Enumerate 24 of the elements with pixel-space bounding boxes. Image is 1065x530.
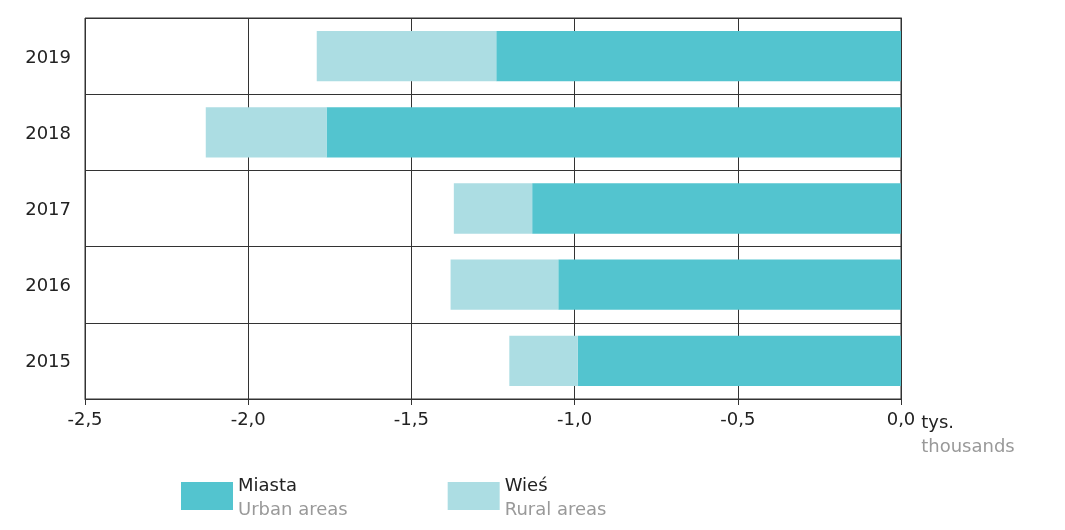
x-tick-label: -2,0: [230, 407, 266, 429]
legend-label: Wieś Rural areas: [504, 473, 607, 519]
y-tick-label: 2019: [25, 45, 71, 67]
bar: [577, 335, 901, 387]
bar: [205, 107, 327, 158]
y-tick-label: 2016: [25, 274, 71, 296]
x-axis-title: tys. thousands: [921, 410, 1015, 456]
x-tick-label: -0,5: [720, 407, 756, 429]
bar: [316, 30, 497, 82]
x-tick-label: -2,5: [67, 407, 103, 429]
bar: [450, 259, 559, 310]
x-tick-label: -1,0: [557, 407, 593, 429]
x-tick-label: 0,0: [886, 407, 916, 429]
bar: [532, 183, 901, 234]
bar: [453, 183, 533, 234]
bar: [326, 107, 901, 158]
y-tick-label: 2018: [25, 121, 71, 143]
x-tick-label: -1,5: [393, 407, 429, 429]
bar: [496, 30, 901, 82]
bar: [558, 259, 901, 310]
bar: [509, 335, 578, 387]
y-tick-label: 2017: [25, 198, 71, 219]
legend-label: Miasta Urban areas: [238, 473, 348, 519]
y-tick-label: 2015: [25, 350, 71, 372]
